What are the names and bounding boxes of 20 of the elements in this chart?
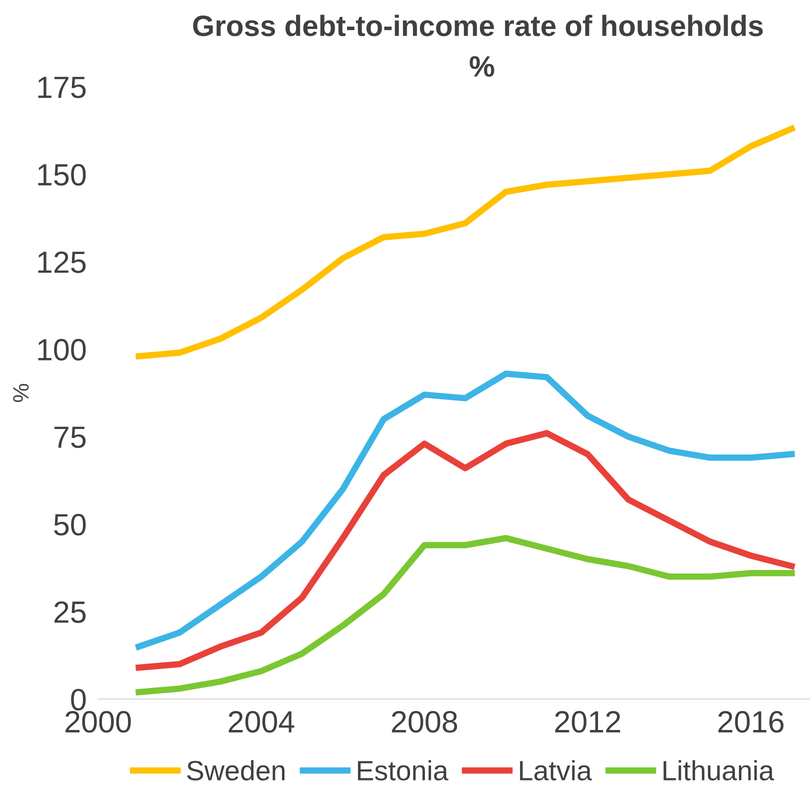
- y-tick-label: 125: [38, 251, 86, 274]
- y-tick-label: 175: [38, 76, 86, 98]
- x-tick-label: 2004: [228, 711, 294, 733]
- chart-subtitle: %: [470, 56, 494, 77]
- y-tick-label: 150: [38, 164, 86, 186]
- legend-label: Estonia: [358, 760, 448, 781]
- y-tick-label: 100: [38, 338, 86, 361]
- y-tick-label: 25: [54, 601, 86, 623]
- legend-label: Latvia: [520, 760, 592, 781]
- x-tick-label: 2000: [66, 711, 131, 733]
- legend-label: Lithuania: [664, 760, 774, 781]
- y-tick-label: 50: [54, 514, 86, 536]
- x-tick-label: 2012: [555, 711, 620, 733]
- x-tick-label: 2016: [718, 711, 784, 733]
- y-tick-label: 0: [71, 688, 86, 710]
- y-axis-title: %: [13, 384, 29, 402]
- chart-title: Gross debt-to-income rate of households: [193, 14, 763, 36]
- y-tick-label: 75: [54, 426, 86, 448]
- legend-label: Sweden: [187, 760, 284, 781]
- x-tick-label: 2008: [392, 711, 458, 733]
